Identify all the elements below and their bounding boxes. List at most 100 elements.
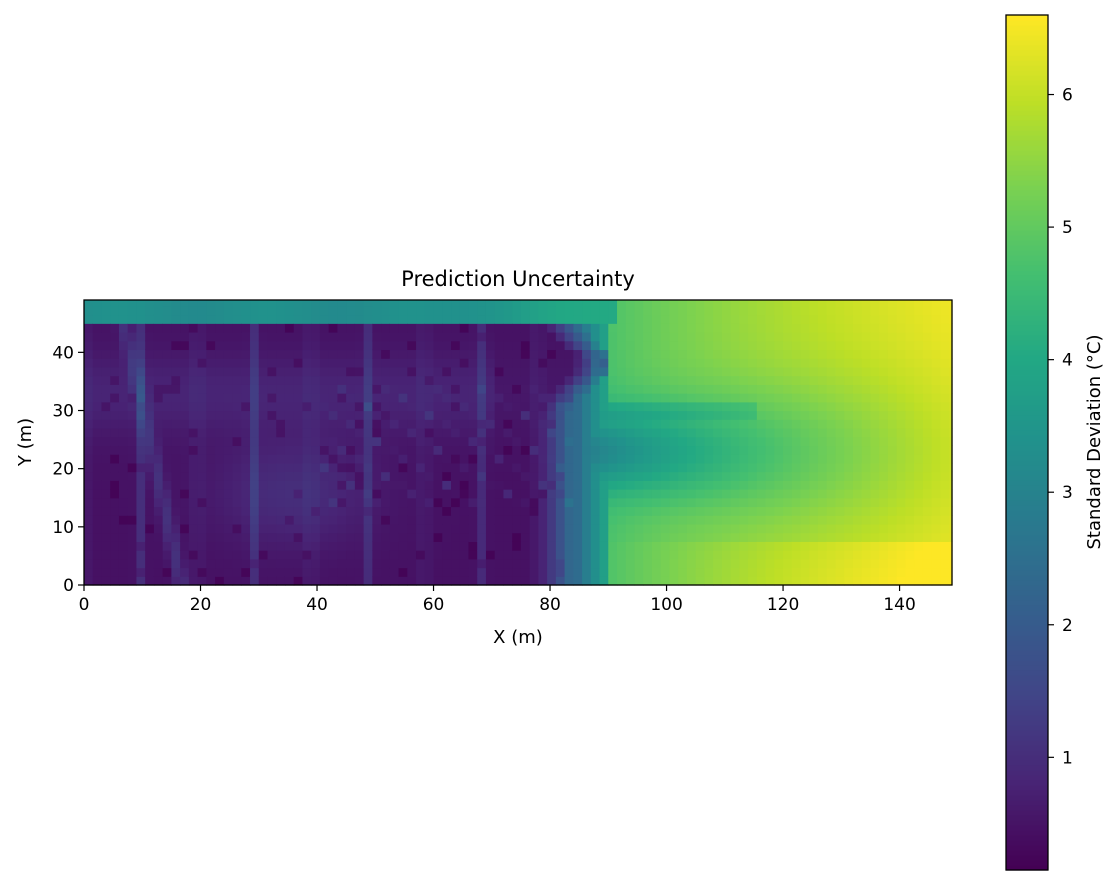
heatmap-cell [84,305,94,316]
heatmap-cell [477,427,487,438]
heatmap-cell [713,366,723,377]
heatmap-cell [905,523,915,534]
heatmap-cell [442,419,452,429]
heatmap-cell [826,314,837,324]
heatmap-cell [389,314,400,324]
heatmap-cell [590,550,601,560]
heatmap-cell [328,323,339,333]
heatmap-cell [861,300,872,307]
heatmap-cell [826,550,837,560]
heatmap-cell [826,323,837,333]
heatmap-cell [319,410,330,420]
heatmap-cell [433,550,443,560]
heatmap-cell [127,375,138,385]
heatmap-cell [101,436,111,447]
heatmap-cell [608,419,618,429]
heatmap-cell [783,331,793,342]
heatmap-cell [512,314,522,324]
heatmap-cell [905,515,915,525]
heatmap-cell [756,331,767,342]
heatmap-cell [503,558,513,569]
heatmap-cell [529,331,539,342]
heatmap-cell [887,480,898,490]
heatmap-cell [582,576,592,586]
x-tick-label: 140 [883,595,915,615]
heatmap-cell [643,550,653,560]
heatmap-cell [153,349,164,359]
heatmap-cell [302,401,312,412]
heatmap-cell [844,550,854,560]
heatmap-cell [547,436,557,447]
heatmap-cell [547,497,557,508]
heatmap-cell [713,523,723,534]
heatmap-cell [232,558,242,569]
heatmap-cell [381,550,391,560]
heatmap-cell [171,532,181,542]
heatmap-cell [398,305,408,316]
heatmap-cell [555,445,566,455]
heatmap-cell [564,550,574,560]
heatmap-cell [783,349,793,359]
heatmap-cell [818,550,828,560]
heatmap-cell [468,384,478,394]
heatmap-cell [538,497,548,508]
heatmap-cell [634,410,644,420]
heatmap-cell [485,323,496,333]
heatmap-cell [669,436,679,447]
heatmap-cell [686,314,697,324]
heatmap-cell [887,567,898,577]
heatmap-cell [162,331,172,342]
heatmap-cell [354,410,365,420]
heatmap-cell [512,506,522,516]
heatmap-cell [861,436,872,447]
heatmap-cell [940,445,950,455]
heatmap-cell [92,401,103,412]
heatmap-cell [905,471,915,481]
heatmap-cell [870,410,880,420]
heatmap-cell [407,454,417,464]
heatmap-cell [267,323,277,333]
heatmap-cell [354,401,365,412]
heatmap-cell [92,480,103,490]
heatmap-cell [914,314,924,324]
heatmap-cell [940,550,950,560]
colorbar-band [1006,185,1048,191]
heatmap-cell [695,471,706,481]
heatmap-cell [258,436,269,447]
heatmap-cell [870,567,880,577]
heatmap-cell [416,436,426,447]
heatmap-cell [337,489,347,499]
heatmap-cell [145,349,155,359]
heatmap-cell [818,567,828,577]
heatmap-cell [171,558,181,569]
heatmap-cell [791,436,802,447]
heatmap-cell [590,523,601,534]
heatmap-cell [748,523,758,534]
heatmap-cell [634,471,644,481]
heatmap-cell [861,393,872,403]
heatmap-cell [206,576,216,586]
heatmap-cell [922,445,933,455]
heatmap-cell [398,454,408,464]
heatmap-cell [564,300,574,307]
heatmap-cell [328,331,339,342]
heatmap-cell [459,532,470,542]
heatmap-cell [800,576,810,586]
colorbar-band [1006,445,1048,451]
heatmap-cell [555,358,566,368]
heatmap-cell [118,340,129,351]
heatmap-cell [485,558,496,569]
heatmap-cell [651,340,662,351]
heatmap-cell [756,305,767,316]
heatmap-cell [520,410,531,420]
heatmap-cell [180,558,190,569]
heatmap-cell [634,489,644,499]
heatmap-cell [101,515,111,525]
heatmap-cell [704,532,714,542]
heatmap-cell [398,340,408,351]
heatmap-cell [267,541,277,551]
heatmap-cell [905,454,915,464]
heatmap-cell [678,462,688,473]
heatmap-cell [791,410,802,420]
colorbar-band [1006,490,1048,496]
